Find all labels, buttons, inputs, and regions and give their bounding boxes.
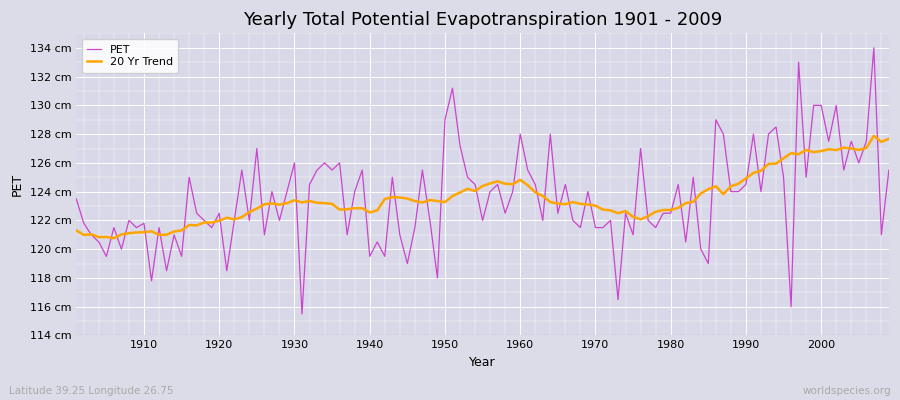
20 Yr Trend (71, 228, 82, 233)
PET (515, 132, 526, 136)
PET (868, 46, 879, 50)
Y-axis label: PET: PET (11, 173, 24, 196)
Line: 20 Yr Trend: 20 Yr Trend (76, 136, 889, 238)
20 Yr Trend (109, 236, 120, 241)
20 Yr Trend (613, 211, 624, 216)
PET (522, 168, 533, 172)
Title: Yearly Total Potential Evapotranspiration 1901 - 2009: Yearly Total Potential Evapotranspiratio… (243, 11, 722, 29)
PET (613, 297, 624, 302)
Line: PET: PET (76, 48, 889, 314)
PET (297, 312, 308, 316)
20 Yr Trend (304, 198, 315, 203)
20 Yr Trend (349, 206, 360, 210)
20 Yr Trend (868, 133, 879, 138)
20 Yr Trend (139, 230, 149, 235)
20 Yr Trend (884, 136, 895, 141)
20 Yr Trend (522, 183, 533, 188)
PET (349, 189, 360, 194)
20 Yr Trend (515, 178, 526, 182)
X-axis label: Year: Year (469, 356, 496, 369)
PET (304, 182, 315, 187)
PET (884, 168, 895, 172)
PET (71, 196, 82, 201)
Legend: PET, 20 Yr Trend: PET, 20 Yr Trend (82, 39, 178, 72)
Text: Latitude 39.25 Longitude 26.75: Latitude 39.25 Longitude 26.75 (9, 386, 174, 396)
Text: worldspecies.org: worldspecies.org (803, 386, 891, 396)
PET (131, 225, 142, 230)
